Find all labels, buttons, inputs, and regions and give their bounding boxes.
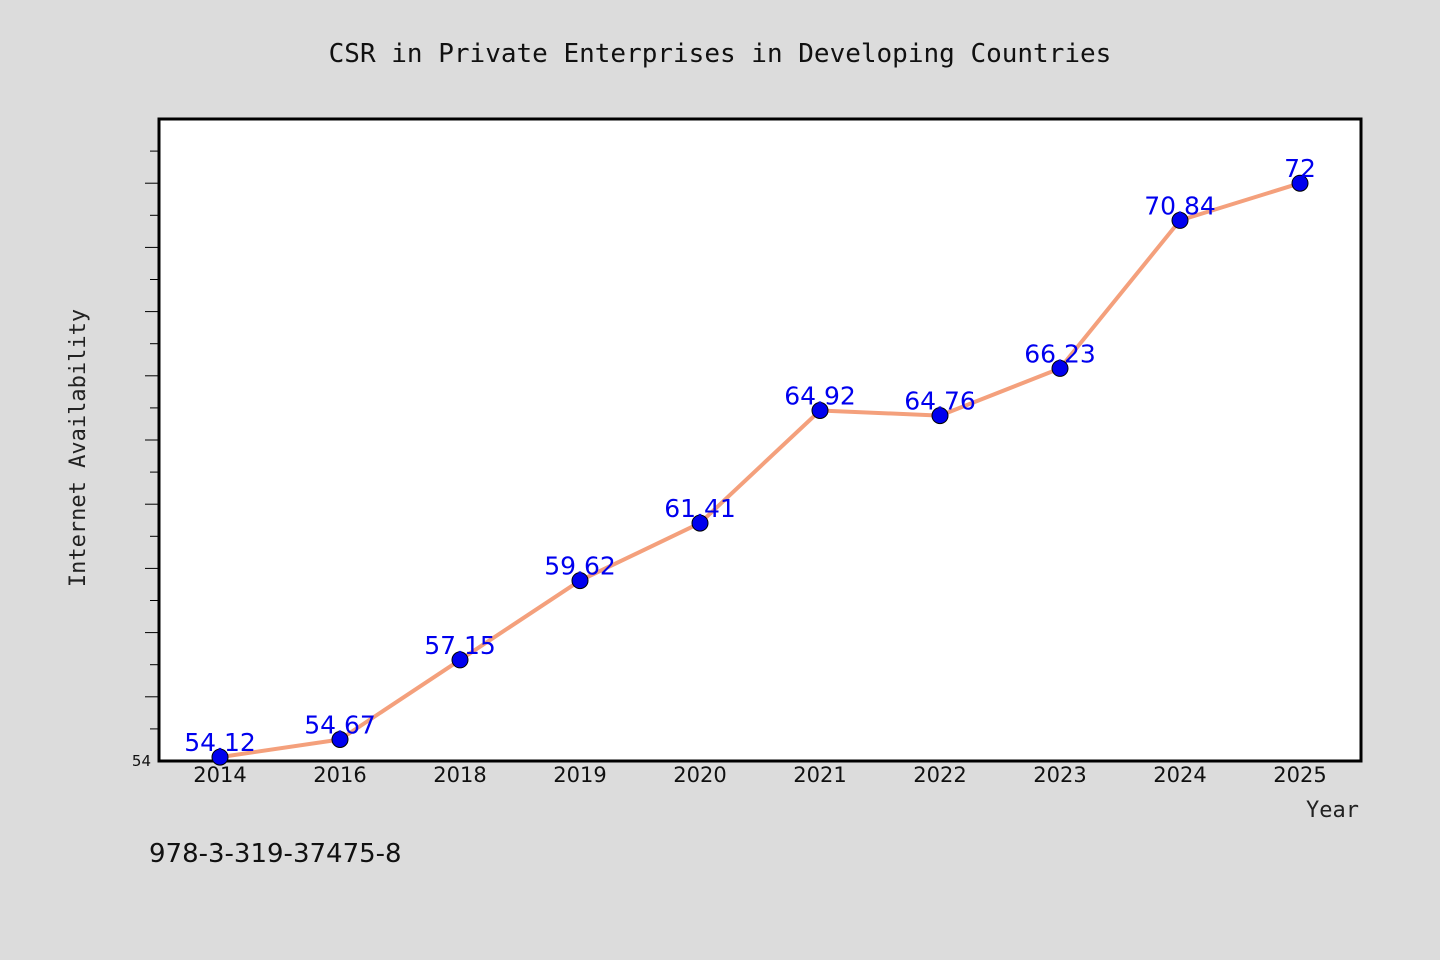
x-tick-label: 2021 xyxy=(793,763,846,787)
x-tick-label: 2023 xyxy=(1033,763,1086,787)
y-tick-label: 54 xyxy=(132,752,151,770)
data-point xyxy=(571,572,589,590)
data-point xyxy=(1051,359,1069,377)
x-tick-label: 2018 xyxy=(433,763,486,787)
x-axis-label: Year xyxy=(1306,798,1359,823)
x-tick-label: 2022 xyxy=(913,763,966,787)
x-tick-label: 2016 xyxy=(313,763,366,787)
chart-title: CSR in Private Enterprises in Developing… xyxy=(329,39,1112,69)
data-labels: 54.12 54.67 57.15 59.62 61.41 64.92 64.76 66.23… xyxy=(184,154,1316,757)
data-point xyxy=(451,651,469,669)
data-label: 59.62 xyxy=(544,552,616,581)
data-point xyxy=(931,407,949,425)
data-point xyxy=(1291,174,1309,192)
x-tick-label: 2014 xyxy=(193,763,246,787)
y-axis-ticks: 54 xyxy=(132,150,159,770)
data-markers xyxy=(211,174,1309,766)
x-axis-tick-labels: 2014 2016 2018 2019 2020 2021 2022 2023 2024 2025 xyxy=(193,763,1326,787)
series-line xyxy=(219,181,1301,760)
x-tick-label: 2019 xyxy=(553,763,606,787)
data-label: 54.12 xyxy=(184,728,256,757)
data-label: 54.67 xyxy=(304,711,376,740)
y-axis-label: Internet Availability xyxy=(66,309,91,587)
footnote: 978-3-319-37475-8 xyxy=(149,839,402,869)
x-tick-label: 2024 xyxy=(1153,763,1206,787)
x-tick-label: 2020 xyxy=(673,763,726,787)
data-point xyxy=(811,402,829,419)
data-point xyxy=(211,748,229,766)
data-label: 70.84 xyxy=(1144,191,1216,220)
plot-area xyxy=(157,117,1363,763)
data-label: 57.15 xyxy=(424,631,496,660)
data-point xyxy=(691,514,709,532)
data-label: 66.23 xyxy=(1024,339,1096,368)
data-label: 64.92 xyxy=(784,382,856,411)
x-tick-label: 2025 xyxy=(1273,763,1326,787)
data-label: 64.76 xyxy=(904,387,976,416)
data-point xyxy=(1171,211,1189,229)
data-point xyxy=(331,731,349,748)
data-label: 61.41 xyxy=(664,494,736,523)
data-label: 72 xyxy=(1284,154,1316,183)
